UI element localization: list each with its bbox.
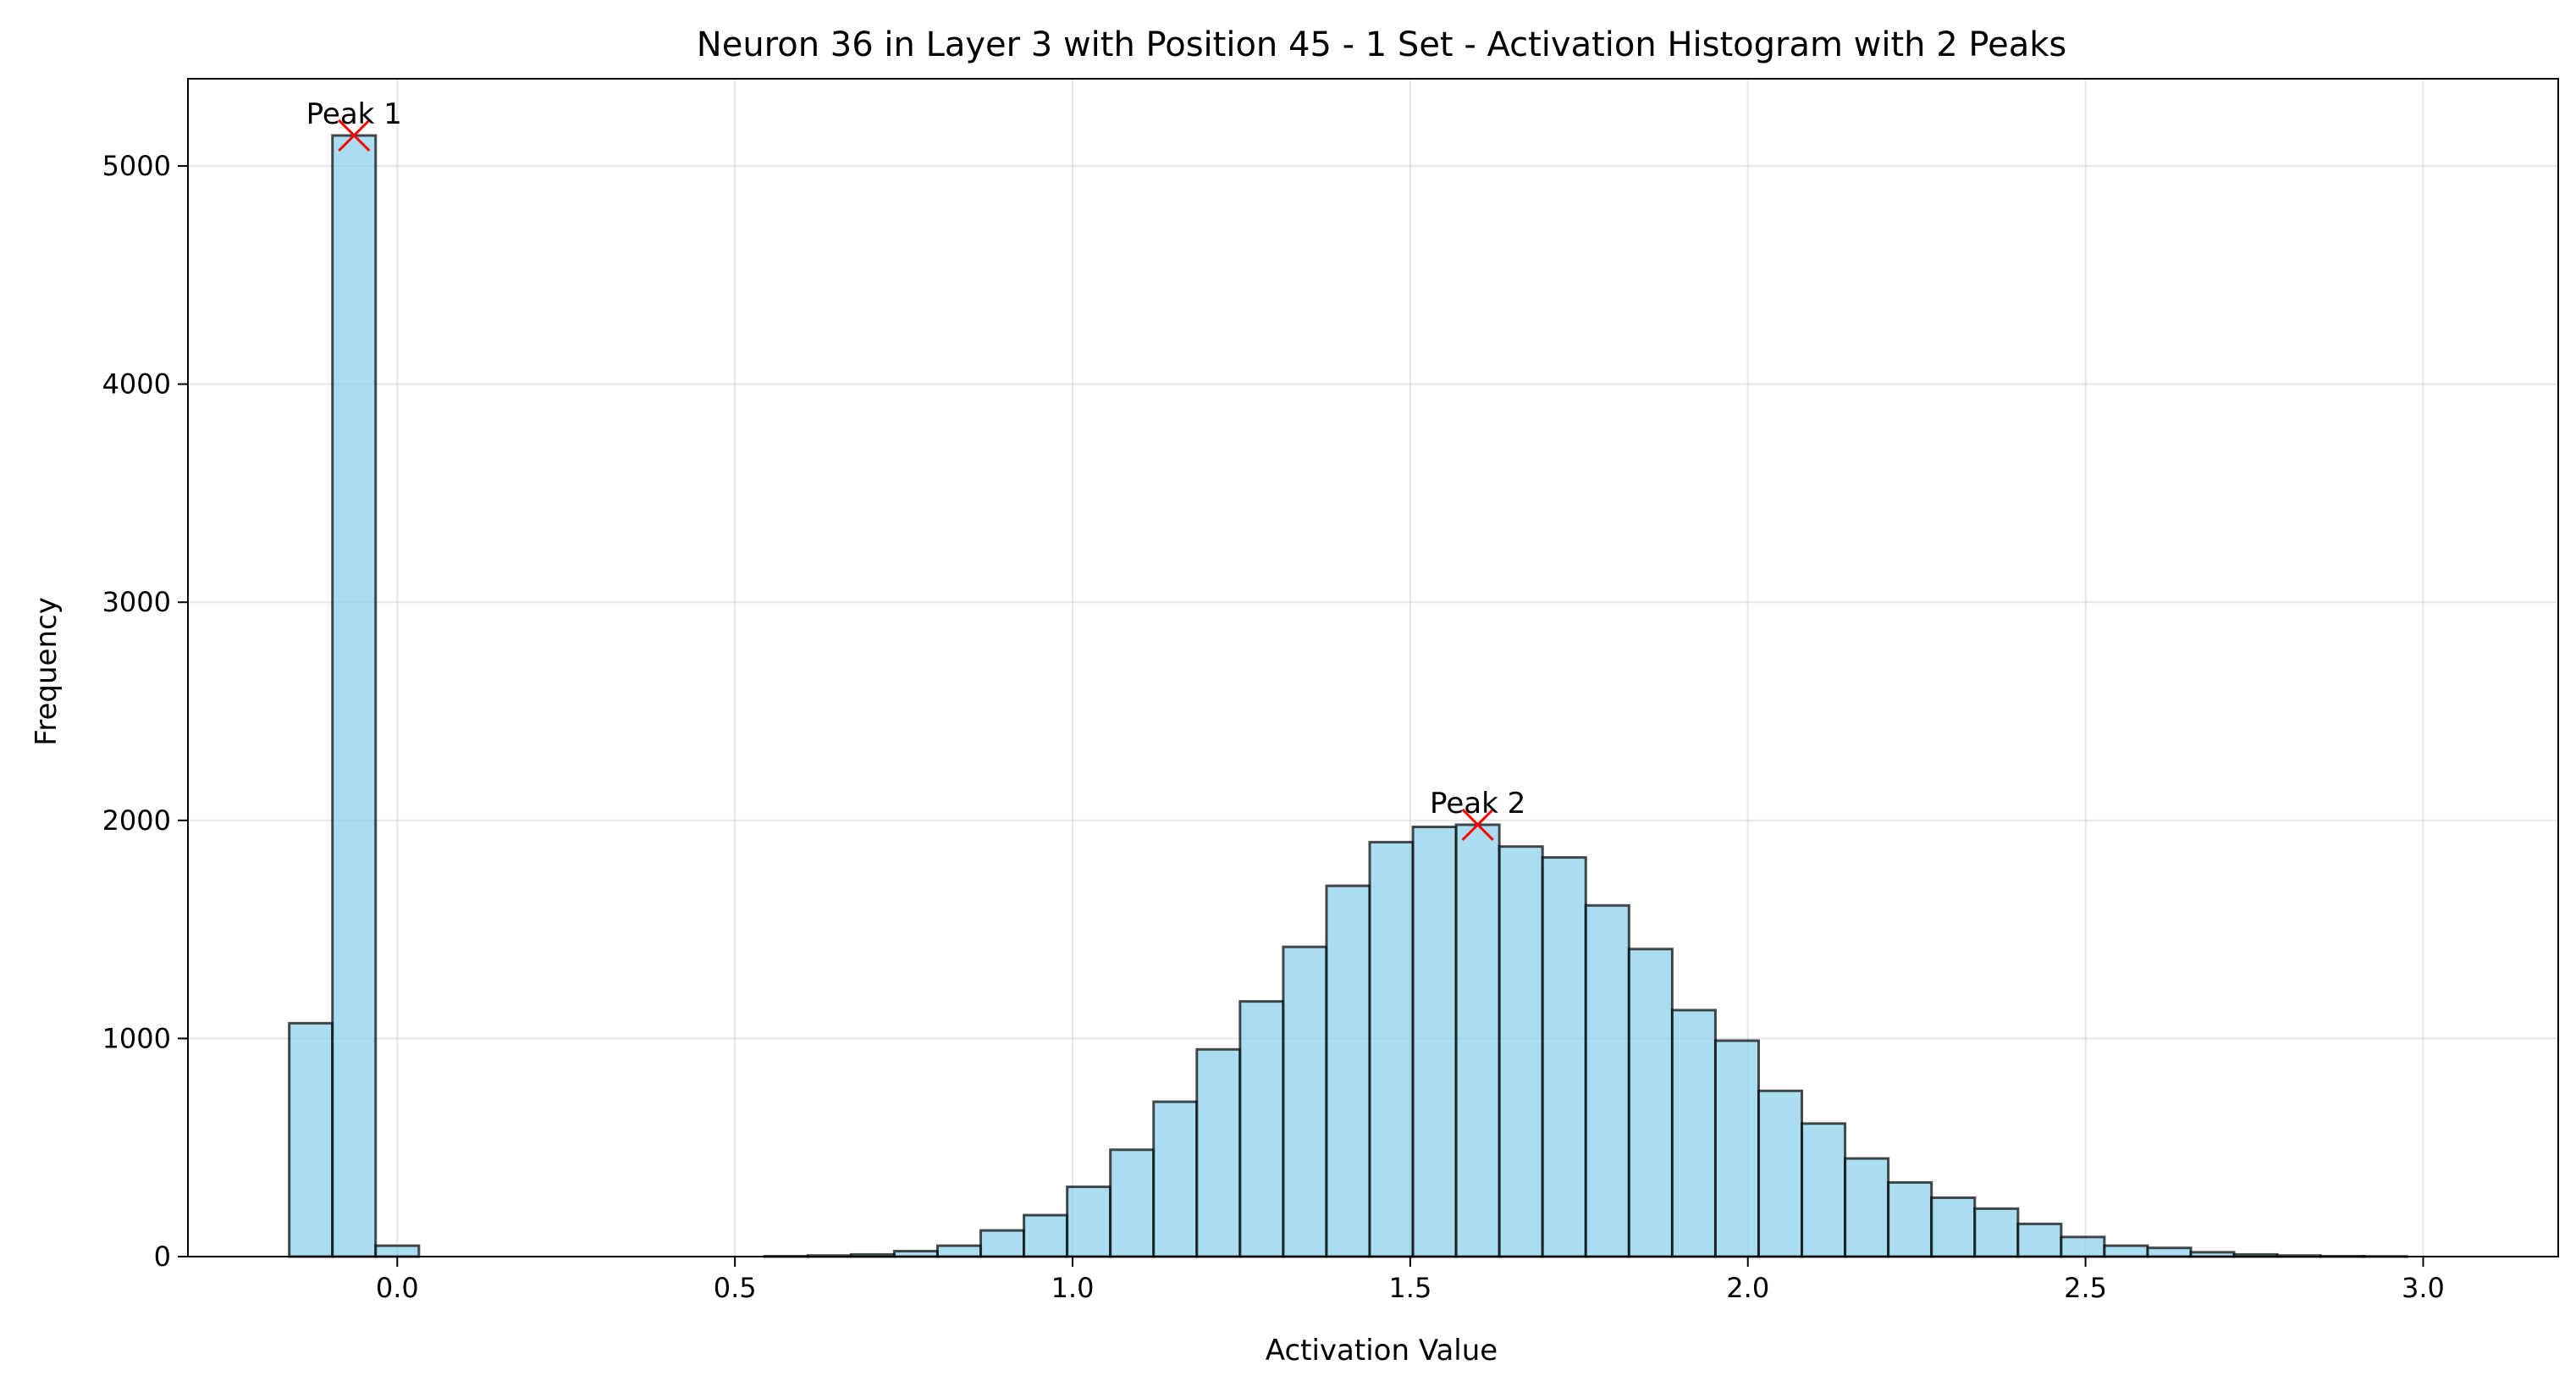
- x-tick-label: 2.0: [1726, 1272, 1769, 1304]
- histogram-bar: [374, 1244, 421, 1258]
- histogram-bar: [1670, 1008, 1717, 1258]
- peak-markers: Peak 1 Peak 2: [306, 97, 1525, 842]
- histogram-bar: [1844, 1157, 1890, 1258]
- peak-label: Peak 2: [1430, 787, 1525, 821]
- histogram-bar: [1930, 1196, 1977, 1258]
- chart-title: Neuron 36 in Layer 3 with Position 45 - …: [697, 25, 2066, 64]
- histogram-bar: [935, 1244, 983, 1258]
- histogram-bar: [1066, 1185, 1112, 1258]
- histogram-bar: [2146, 1246, 2193, 1258]
- y-tick-label: 4000: [102, 368, 171, 401]
- histogram-bar: [1454, 823, 1501, 1258]
- y-tick-label: 3000: [102, 586, 171, 618]
- y-tick-label: 1000: [102, 1022, 171, 1054]
- histogram-bar: [979, 1229, 1026, 1258]
- y-tick-label: 5000: [102, 150, 171, 182]
- histogram-bar: [1973, 1207, 2020, 1258]
- x-axis-label: Activation Value: [1266, 1334, 1498, 1368]
- histogram-bar: [1584, 903, 1630, 1258]
- peak-marker: [338, 119, 371, 152]
- histogram-bar: [1325, 884, 1371, 1258]
- histogram-bar: [1238, 1000, 1285, 1258]
- histogram-bar: [1541, 856, 1587, 1258]
- histogram-bar: [2103, 1244, 2149, 1258]
- histogram-bar: [1498, 845, 1544, 1258]
- histogram-bar: [331, 134, 378, 1258]
- y-axis-label: Frequency: [30, 597, 63, 746]
- histogram-bar: [2016, 1222, 2063, 1258]
- histogram-bar: [1152, 1100, 1199, 1258]
- y-tick-label: 2000: [102, 804, 171, 837]
- histogram-bar: [1109, 1148, 1156, 1258]
- y-tick-label: 0: [154, 1241, 171, 1273]
- histogram-bar: [1887, 1180, 1933, 1258]
- histogram-bar: [1801, 1122, 1847, 1258]
- peak-marker: [1461, 808, 1494, 842]
- x-tick-label: 1.5: [1388, 1272, 1431, 1304]
- plot-frame: [187, 78, 2559, 1257]
- histogram-bar: [1757, 1089, 1804, 1258]
- peak-label: Peak 1: [306, 97, 402, 131]
- histogram-bars: [288, 134, 2408, 1258]
- histogram-bar: [288, 1021, 334, 1258]
- histogram-bar: [1023, 1213, 1069, 1258]
- x-axis-ticks: 0.0 0.5 1.0 1.5 2.0 2.5 3.0: [376, 1257, 2445, 1304]
- histogram-bar: [1368, 841, 1415, 1258]
- x-tick-label: 0.0: [376, 1272, 419, 1304]
- x-tick-label: 2.5: [2064, 1272, 2107, 1304]
- x-tick-label: 1.0: [1051, 1272, 1095, 1304]
- x-tick-label: 3.0: [2402, 1272, 2445, 1304]
- histogram-bar: [2060, 1235, 2106, 1258]
- histogram-bar: [1411, 826, 1458, 1258]
- histogram-bar: [1195, 1047, 1242, 1258]
- histogram-bar: [1627, 948, 1674, 1258]
- histogram-bar: [1282, 945, 1328, 1258]
- y-axis-ticks: 0 1000 2000 3000 4000 5000: [102, 150, 188, 1273]
- x-tick-label: 0.5: [714, 1272, 757, 1304]
- histogram-bar: [1713, 1039, 1760, 1258]
